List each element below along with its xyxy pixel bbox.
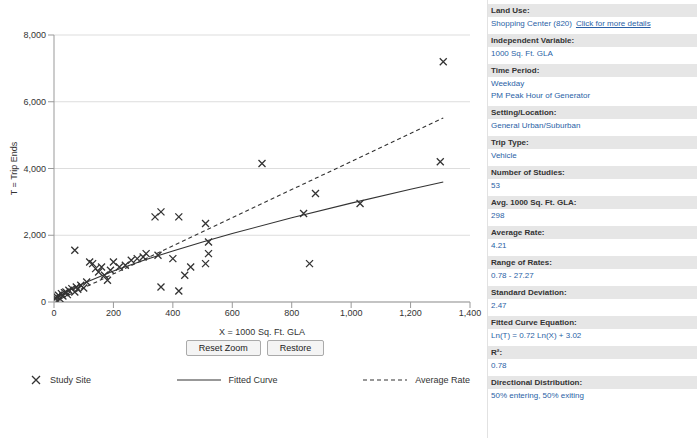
html-text:Directional Distribution:: Directional Distribution: xyxy=(491,378,583,387)
svg-text:6,000: 6,000 xyxy=(23,97,46,107)
html-text:Average Rate: Average Rate xyxy=(415,375,470,385)
svg-text:0: 0 xyxy=(41,297,46,307)
html-text:298: 298 xyxy=(491,211,505,220)
html-text:Range of Rates:: Range of Rates: xyxy=(491,258,552,267)
html-text:Ln(T) = 0.72 Ln(X) + 3.02: Ln(T) = 0.72 Ln(X) + 3.02 xyxy=(491,331,582,340)
svg-text:8,000: 8,000 xyxy=(23,30,46,40)
html-text:Vehicle: Vehicle xyxy=(491,151,517,160)
svg-text:T = Trip Ends: T = Trip Ends xyxy=(9,141,19,195)
html-text:Study Site: Study Site xyxy=(50,375,91,385)
html-text:Average Rate:: Average Rate: xyxy=(491,228,545,237)
html-text:Shopping Center (820): Shopping Center (820) xyxy=(491,19,572,28)
html-text:General Urban/Suburban: General Urban/Suburban xyxy=(491,121,581,130)
html-text:Independent Variable:: Independent Variable: xyxy=(491,36,575,45)
html-text:2.47: 2.47 xyxy=(491,301,507,310)
svg-text:200: 200 xyxy=(106,308,121,318)
html-text:Land Use:: Land Use: xyxy=(491,6,530,15)
svg-text:600: 600 xyxy=(225,308,240,318)
html-text:53: 53 xyxy=(491,181,500,190)
svg-text:800: 800 xyxy=(284,308,299,318)
html-text:Reset Zoom: Reset Zoom xyxy=(198,343,248,353)
html-text:Trip Type:: Trip Type: xyxy=(491,138,529,147)
html-text:Time Period:: Time Period: xyxy=(491,66,540,75)
html-text:Click for more details: Click for more details xyxy=(576,19,651,28)
svg-text:1,000: 1,000 xyxy=(340,308,363,318)
html-text:50% entering, 50% exiting: 50% entering, 50% exiting xyxy=(491,391,584,400)
html-text:0.78 - 27.27: 0.78 - 27.27 xyxy=(491,271,534,280)
html-text:Standard Deviation:: Standard Deviation: xyxy=(491,288,567,297)
svg-text:4,000: 4,000 xyxy=(23,164,46,174)
svg-text:0: 0 xyxy=(51,308,56,318)
html-text:Setting/Location:: Setting/Location: xyxy=(491,108,557,117)
html-text:4.21: 4.21 xyxy=(491,241,507,250)
svg-text:400: 400 xyxy=(165,308,180,318)
html-text:Number of Studies:: Number of Studies: xyxy=(491,168,565,177)
html-text:1000 Sq. Ft. GLA: 1000 Sq. Ft. GLA xyxy=(491,49,553,58)
svg-text:1,400: 1,400 xyxy=(459,308,482,318)
html-text:0.78: 0.78 xyxy=(491,361,507,370)
html-text:Restore: Restore xyxy=(279,343,312,353)
html-text:Fitted Curve Equation:: Fitted Curve Equation: xyxy=(491,318,577,327)
html-text:R²:: R²: xyxy=(491,348,503,357)
html-text:PM Peak Hour of Generator: PM Peak Hour of Generator xyxy=(491,91,591,100)
svg-text:1,200: 1,200 xyxy=(399,308,422,318)
svg-text:X = 1000 Sq. Ft. GLA: X = 1000 Sq. Ft. GLA xyxy=(219,327,305,337)
html-text:Fitted Curve: Fitted Curve xyxy=(228,375,278,385)
svg-text:2,000: 2,000 xyxy=(23,230,46,240)
html-text:Avg. 1000 Sq. Ft. GLA:: Avg. 1000 Sq. Ft. GLA: xyxy=(491,198,577,207)
html-text:Weekday: Weekday xyxy=(491,79,525,88)
